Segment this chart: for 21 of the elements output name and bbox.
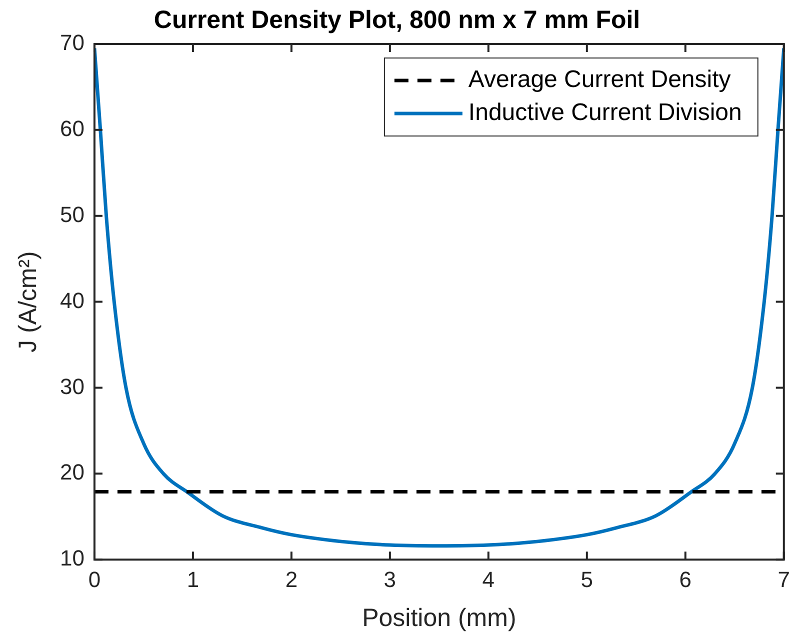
y-tick-label: 10 xyxy=(60,546,84,571)
chart-title: Current Density Plot, 800 nm x 7 mm Foil xyxy=(154,6,640,34)
y-tick-label: 40 xyxy=(60,288,84,313)
y-tick-label: 20 xyxy=(60,460,84,485)
x-tick-label: 7 xyxy=(778,566,790,592)
x-tick-label: 6 xyxy=(679,566,692,592)
y-tick-label: 50 xyxy=(60,202,84,227)
legend-label: Inductive Current Division xyxy=(468,99,742,126)
legend-label: Average Current Density xyxy=(468,66,731,94)
x-tick-label: 3 xyxy=(384,566,396,592)
x-tick-label: 2 xyxy=(285,566,298,592)
y-axis-title: J (A/cm²) xyxy=(14,251,42,352)
x-tick-label: 1 xyxy=(186,566,200,592)
x-tick-label: 0 xyxy=(88,566,101,592)
y-tick-label: 30 xyxy=(60,374,84,399)
line-series xyxy=(94,46,784,548)
x-tick-label: 4 xyxy=(482,566,495,592)
x-axis-title: Position (mm) xyxy=(362,604,516,632)
x-tick-label: 5 xyxy=(580,566,594,592)
y-tick-label: 60 xyxy=(60,116,84,141)
y-tick-label: 70 xyxy=(60,30,84,56)
